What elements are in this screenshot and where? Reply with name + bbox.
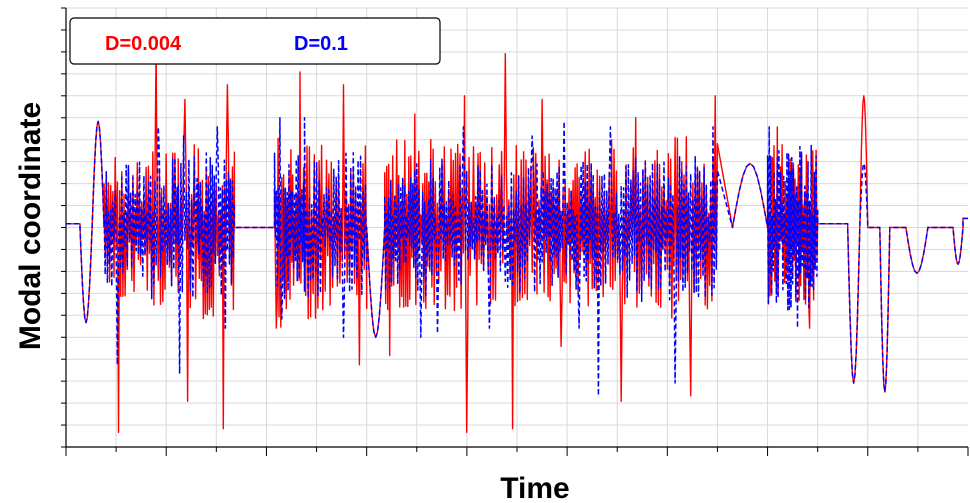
legend: D=0.004 D=0.1 [69, 17, 441, 65]
legend-box [69, 17, 441, 65]
legend-label-d01: D=0.1 [294, 33, 348, 55]
series-line-d01 [66, 117, 968, 397]
y-axis-title: Modal coordinate [14, 102, 47, 350]
axis-ticks [61, 7, 969, 456]
x-axis-title: Time [500, 472, 569, 503]
legend-label-d0004: D=0.004 [105, 33, 182, 55]
series-layer [66, 47, 968, 434]
